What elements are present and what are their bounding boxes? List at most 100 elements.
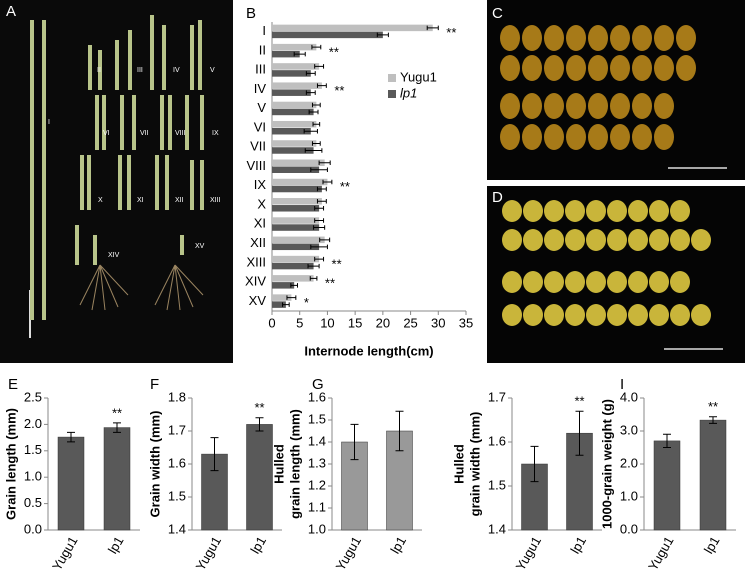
bar <box>272 166 320 173</box>
grain <box>628 304 648 326</box>
error-bar <box>376 32 389 38</box>
grain <box>632 124 652 150</box>
x-tick-label: Yugu1 <box>193 534 224 573</box>
stem <box>75 225 79 265</box>
y-axis-label: Grain width (mm) <box>147 411 162 518</box>
grain <box>500 55 520 81</box>
y-tick-label: XIII <box>246 254 266 269</box>
error-bar <box>67 431 75 443</box>
bar <box>272 282 295 289</box>
significance: ** <box>254 400 264 415</box>
x-tick-label: Yugu1 <box>49 534 80 573</box>
grain <box>654 93 674 119</box>
grain <box>586 200 606 222</box>
y-tick-label: 1.1 <box>308 499 326 514</box>
y-tick-label: 1.4 <box>308 433 326 448</box>
error-bar <box>290 283 298 288</box>
error-bar <box>309 276 318 281</box>
error-bar <box>311 44 322 50</box>
grain <box>607 229 627 251</box>
y-tick-label: 2.0 <box>24 416 42 431</box>
y-tick-label: 1.7 <box>488 389 506 404</box>
y-tick-label: 1.5 <box>168 488 186 503</box>
internode-label: II <box>97 67 101 74</box>
roots <box>79 264 129 311</box>
bar <box>272 82 322 89</box>
error-bar <box>311 102 321 108</box>
x-tick-label: 0 <box>268 315 275 330</box>
panel-label: F <box>150 376 159 393</box>
y-tick-label: III <box>255 62 266 77</box>
bar <box>272 120 317 128</box>
stem <box>198 20 202 90</box>
grain <box>544 55 564 81</box>
x-tick-label: 35 <box>459 315 473 330</box>
stem <box>190 25 194 90</box>
bar <box>272 294 292 301</box>
internode-label: XI <box>137 197 144 204</box>
grain <box>502 200 522 222</box>
x-tick-label: lp1 <box>387 534 409 557</box>
significance: ** <box>708 399 718 414</box>
significance: * <box>304 295 309 310</box>
error-bar <box>426 25 439 31</box>
error-bar <box>663 433 671 448</box>
stem <box>88 45 92 90</box>
internode-label: IX <box>212 130 219 137</box>
y-tick-label: 0.0 <box>620 521 638 536</box>
grain <box>670 271 690 293</box>
grain <box>607 304 627 326</box>
internode-label: I <box>48 119 50 126</box>
grain <box>523 304 543 326</box>
error-bar <box>312 121 321 127</box>
x-tick-label: Yugu1 <box>333 534 364 573</box>
stem <box>200 95 204 150</box>
bar <box>272 70 311 77</box>
stem <box>120 95 124 150</box>
stem <box>128 30 132 90</box>
bar <box>272 89 311 96</box>
grain <box>610 25 630 51</box>
y-tick-label: X <box>257 196 266 211</box>
grain <box>670 229 690 251</box>
y-tick-label: VI <box>254 119 266 134</box>
stem <box>185 95 189 150</box>
panel-label: A <box>6 3 16 20</box>
grain <box>502 304 522 326</box>
grain <box>649 304 669 326</box>
bar <box>246 424 273 531</box>
grain <box>632 93 652 119</box>
error-bar <box>709 416 717 424</box>
significance: ** <box>340 179 350 194</box>
stem <box>132 95 136 150</box>
stem <box>200 160 204 210</box>
stem <box>42 20 46 320</box>
grain <box>632 55 652 81</box>
y-tick-label: 1.7 <box>168 422 186 437</box>
roots <box>154 264 204 311</box>
error-bar <box>303 128 318 134</box>
y-tick-label: 1.3 <box>308 455 326 470</box>
error-bar <box>307 263 320 269</box>
x-tick-label: Yugu1 <box>645 534 676 573</box>
grain <box>588 25 608 51</box>
grain <box>522 55 542 81</box>
stem <box>115 40 119 90</box>
grain <box>565 271 585 293</box>
x-tick-label: 30 <box>431 315 445 330</box>
error-bar <box>316 199 327 204</box>
error-bar <box>210 437 219 472</box>
grain <box>523 200 543 222</box>
grain <box>588 55 608 81</box>
grain <box>649 271 669 293</box>
panel-label: I <box>620 376 624 393</box>
grain <box>544 304 564 326</box>
grain <box>522 124 542 150</box>
significance: ** <box>574 394 584 409</box>
bar <box>272 205 320 212</box>
panel-label: D <box>492 189 503 206</box>
stem <box>168 95 172 150</box>
bar <box>272 301 286 308</box>
grain <box>628 229 648 251</box>
y-tick-label: VIII <box>246 158 266 173</box>
